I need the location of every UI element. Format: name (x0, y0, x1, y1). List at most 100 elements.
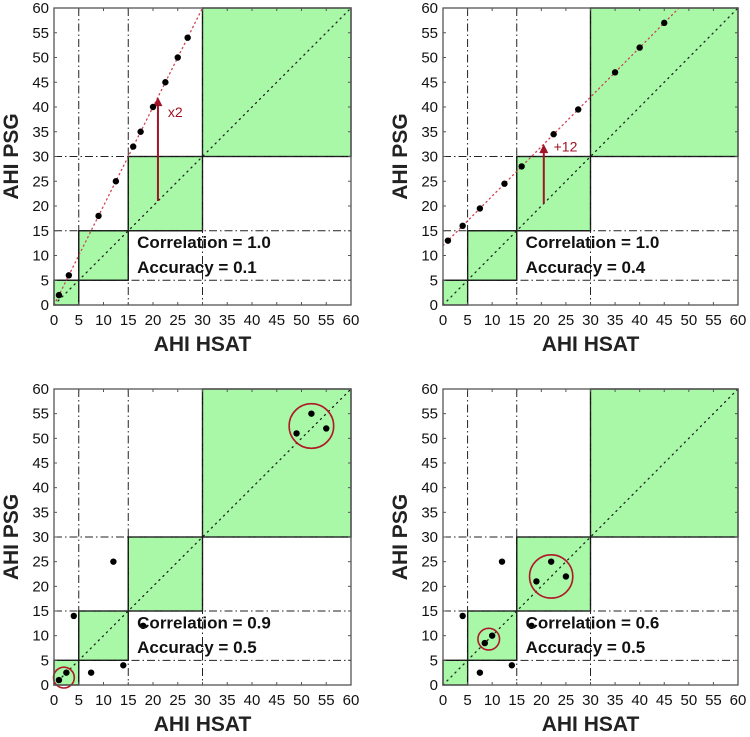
x-tick-label: 0 (50, 692, 58, 709)
y-tick-label: 5 (430, 652, 438, 669)
data-point (110, 558, 117, 565)
y-tick-label: 55 (421, 25, 438, 42)
correlation-label: Correlation = 0.6 (526, 613, 660, 632)
data-point (533, 578, 540, 585)
y-axis-label: AHI PSG (0, 113, 23, 199)
data-point (518, 163, 525, 170)
x-tick-label: 30 (194, 692, 211, 709)
y-tick-label: 0 (430, 677, 438, 694)
y-tick-label: 45 (32, 74, 49, 91)
highlight-circle (288, 402, 335, 450)
x-tick-label: 45 (656, 692, 673, 709)
y-tick-label: 50 (32, 50, 49, 67)
data-point (293, 430, 300, 437)
x-tick-label: 5 (463, 312, 471, 329)
data-point (498, 558, 506, 565)
x-tick-label: 20 (533, 692, 550, 709)
arrow-label: +12 (554, 139, 578, 155)
y-tick-label: 25 (421, 173, 438, 190)
data-point (120, 662, 127, 669)
x-tick-label: 10 (95, 692, 112, 709)
data-point (174, 54, 181, 61)
arrow-head-icon (539, 144, 549, 154)
data-point (87, 669, 95, 676)
x-tick-label: 0 (439, 692, 447, 709)
y-tick-label: 20 (421, 198, 438, 215)
severity-threshold-lines (443, 8, 738, 305)
ticks: 0 5 10 15 20 25 30 35 40 45 50 55 600510152025303540… (32, 381, 359, 709)
data-point (550, 131, 557, 138)
x-tick-label: 50 (293, 692, 310, 709)
accuracy-label: Accuracy = 0.5 (137, 638, 257, 657)
agreement-boxes (442, 7, 739, 306)
data-points (459, 558, 570, 676)
x-tick-label: 30 (582, 692, 599, 709)
data-point (508, 662, 516, 669)
agreement-box (516, 155, 592, 232)
data-point (575, 106, 582, 113)
x-tick-label: 10 (484, 692, 501, 709)
y-tick-label: 10 (32, 248, 49, 265)
arrow-label: x2 (168, 104, 183, 120)
x-tick-label: 40 (244, 692, 261, 709)
data-point (139, 622, 147, 629)
panel-bottom-left: 0 5 10 15 20 25 30 35 40 45 50 55 600510152025303540… (0, 381, 359, 736)
y-tick-label: 25 (32, 554, 49, 571)
x-tick-label: 60 (730, 312, 747, 329)
x-tick-label: 15 (120, 692, 137, 709)
y-tick-label: 5 (430, 272, 438, 289)
y-tick-label: 40 (421, 99, 438, 116)
y-tick-label: 10 (32, 628, 49, 645)
data-point (149, 103, 157, 111)
identity-line (53, 388, 352, 686)
y-tick-label: 45 (32, 455, 49, 472)
x-tick-label: 25 (169, 312, 186, 329)
y-tick-label: 40 (421, 480, 438, 497)
data-point (63, 669, 70, 676)
x-axis-label: AHI HSAT (542, 713, 640, 736)
y-tick-label: 55 (32, 25, 49, 42)
y-tick-label: 60 (32, 381, 49, 398)
data-points (55, 410, 330, 684)
y-tick-label: 20 (32, 198, 49, 215)
y-tick-label: 35 (32, 124, 49, 141)
y-tick-label: 55 (421, 406, 438, 423)
y-tick-label: 10 (421, 248, 438, 265)
y-tick-label: 5 (41, 272, 49, 289)
agreement-box (127, 155, 204, 232)
x-tick-label: 60 (343, 312, 360, 329)
y-tick-label: 45 (421, 74, 438, 91)
data-point (55, 676, 63, 684)
y-tick-label: 55 (32, 406, 49, 423)
x-tick-label: 5 (75, 312, 83, 329)
x-tick-label: 10 (95, 312, 112, 329)
panel-top-right: +120 5 10 15 20 25 30 35 40 45 50 55 600510152025303… (389, 0, 746, 356)
data-point (112, 178, 120, 185)
y-axis-label: AHI PSG (389, 494, 412, 580)
x-tick-label: 50 (293, 312, 310, 329)
ticks: 0 5 10 15 20 25 30 35 40 45 50 55 600510152025303540… (32, 0, 359, 329)
severity-threshold-lines (443, 389, 738, 685)
ticks: 0 5 10 15 20 25 30 35 40 45 50 55 600510152025303540… (421, 0, 746, 329)
data-point (162, 79, 169, 86)
data-point (444, 237, 452, 244)
y-axis-label: AHI PSG (389, 113, 412, 199)
x-tick-label: 45 (268, 692, 285, 709)
x-tick-label: 15 (508, 312, 525, 329)
x-axis-label: AHI HSAT (542, 333, 640, 356)
y-tick-label: 15 (32, 223, 49, 240)
data-point (476, 205, 484, 212)
data-points (55, 34, 191, 299)
x-tick-label: 20 (145, 692, 162, 709)
y-tick-label: 30 (421, 529, 438, 546)
x-tick-label: 5 (463, 692, 471, 709)
data-points (444, 19, 668, 244)
y-tick-label: 50 (421, 430, 438, 447)
data-point (661, 19, 668, 27)
x-tick-label: 55 (705, 692, 722, 709)
y-tick-label: 35 (32, 504, 49, 521)
x-tick-label: 40 (631, 692, 648, 709)
x-tick-label: 60 (730, 692, 747, 709)
x-tick-label: 55 (318, 312, 335, 329)
